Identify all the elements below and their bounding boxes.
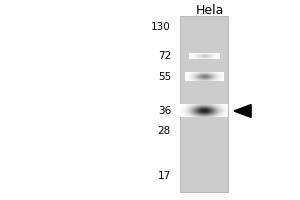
Text: 28: 28 [158, 126, 171, 136]
Text: 72: 72 [158, 51, 171, 61]
Text: 55: 55 [158, 72, 171, 82]
Text: 36: 36 [158, 106, 171, 116]
Text: Hela: Hela [196, 3, 224, 17]
Bar [180, 16, 228, 192]
Polygon shape [234, 105, 251, 117]
Text: 17: 17 [158, 171, 171, 181]
Text: 130: 130 [151, 22, 171, 32]
